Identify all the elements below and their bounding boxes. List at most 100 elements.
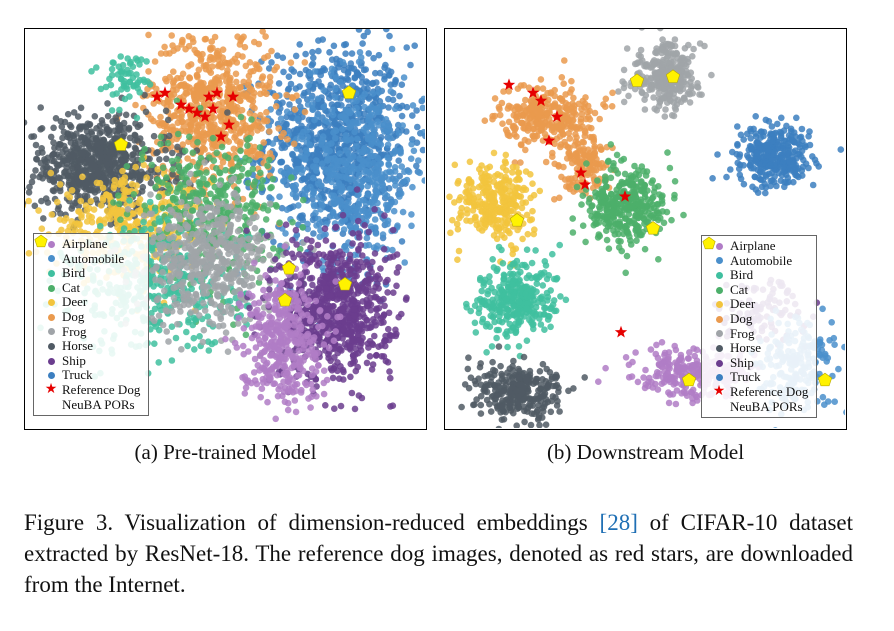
- point-dog: [263, 117, 271, 125]
- point-dog: [233, 59, 241, 66]
- point-cat: [155, 193, 162, 201]
- point-dog: [301, 108, 309, 116]
- point-dog: [290, 140, 298, 148]
- point-truck: [365, 95, 373, 102]
- point-ship: [346, 251, 354, 259]
- point-truck: [328, 101, 336, 108]
- point-cat: [237, 113, 245, 121]
- point-horse: [91, 113, 99, 120]
- point-truck: [340, 41, 348, 49]
- point-automobile: [313, 167, 320, 174]
- point-automobile: [374, 118, 382, 125]
- point-dog: [199, 119, 206, 126]
- point-automobile: [359, 177, 367, 184]
- point-dog: [251, 38, 258, 46]
- point-frog: [176, 303, 184, 311]
- point-deer: [143, 174, 150, 181]
- point-truck: [403, 44, 411, 51]
- point-truck: [333, 60, 341, 67]
- point-dog: [207, 80, 215, 88]
- point-horse: [88, 155, 96, 163]
- point-ship: [389, 402, 397, 410]
- point-automobile: [322, 145, 329, 152]
- point-cat: [170, 196, 177, 204]
- point-cat: [266, 156, 273, 164]
- point-deer: [56, 216, 64, 223]
- point-bird: [97, 222, 104, 230]
- point-automobile: [372, 188, 380, 195]
- point-dog: [238, 92, 246, 99]
- point-ship: [266, 266, 274, 274]
- point-horse: [138, 140, 146, 148]
- point-frog: [210, 236, 217, 243]
- point-dog: [268, 47, 275, 55]
- point-truck: [285, 73, 293, 80]
- point-dog: [197, 55, 205, 63]
- point-frog: [222, 233, 230, 240]
- point-automobile: [369, 90, 377, 97]
- point-frog: [236, 213, 243, 220]
- point-dog: [179, 70, 187, 78]
- point-cat: [238, 165, 246, 173]
- point-deer: [114, 206, 122, 213]
- point-dog: [233, 78, 240, 86]
- point-cat: [186, 162, 194, 170]
- point-frog: [202, 256, 210, 263]
- point-frog: [211, 208, 219, 215]
- point-frog: [245, 235, 252, 243]
- point-automobile: [312, 209, 319, 217]
- point-horse: [84, 139, 91, 147]
- point-horse: [68, 172, 75, 180]
- point-truck: [309, 123, 316, 131]
- point-automobile: [408, 222, 415, 230]
- point-dog: [163, 125, 171, 133]
- point-dog: [217, 60, 225, 67]
- point-deer: [133, 182, 140, 189]
- point-horse: [122, 111, 130, 119]
- point-frog: [229, 212, 236, 220]
- point-horse: [55, 161, 63, 169]
- point-deer: [54, 198, 61, 206]
- point-frog: [254, 247, 262, 254]
- point-frog: [221, 284, 229, 291]
- point-automobile: [353, 177, 361, 185]
- point-dog: [182, 89, 190, 97]
- point-frog: [266, 200, 274, 207]
- point-dog: [184, 155, 191, 162]
- point-truck: [364, 29, 371, 36]
- point-dog: [208, 54, 216, 62]
- point-bird: [205, 347, 213, 354]
- point-truck: [305, 116, 313, 124]
- point-automobile: [332, 85, 339, 93]
- point-cat: [115, 200, 123, 208]
- point-automobile: [384, 220, 391, 228]
- point-frog: [231, 243, 239, 250]
- point-truck: [386, 32, 393, 40]
- panel-a-pretrained: Airplane Automobile Bird Cat Deer Dog Frog Hors…: [24, 28, 427, 430]
- point-cat: [207, 190, 214, 198]
- point-cat: [194, 138, 201, 146]
- point-frog: [222, 329, 230, 337]
- point-frog: [201, 159, 208, 166]
- point-ship: [393, 269, 401, 276]
- point-frog: [214, 282, 222, 289]
- point-automobile: [339, 217, 346, 225]
- point-automobile: [339, 125, 346, 133]
- point-truck: [289, 150, 296, 158]
- point-frog: [165, 338, 172, 345]
- point-truck: [298, 214, 306, 221]
- point-truck: [313, 134, 321, 141]
- point-frog: [214, 290, 221, 297]
- point-frog: [178, 258, 185, 266]
- point-automobile: [332, 183, 340, 190]
- point-horse: [40, 215, 47, 222]
- point-horse: [132, 132, 139, 139]
- point-frog: [159, 321, 167, 329]
- point-dog: [219, 73, 227, 80]
- point-ship: [347, 360, 355, 368]
- point-truck: [324, 129, 332, 136]
- point-cat: [110, 199, 117, 206]
- point-horse: [68, 205, 75, 212]
- point-horse: [49, 151, 56, 159]
- point-deer: [38, 225, 46, 232]
